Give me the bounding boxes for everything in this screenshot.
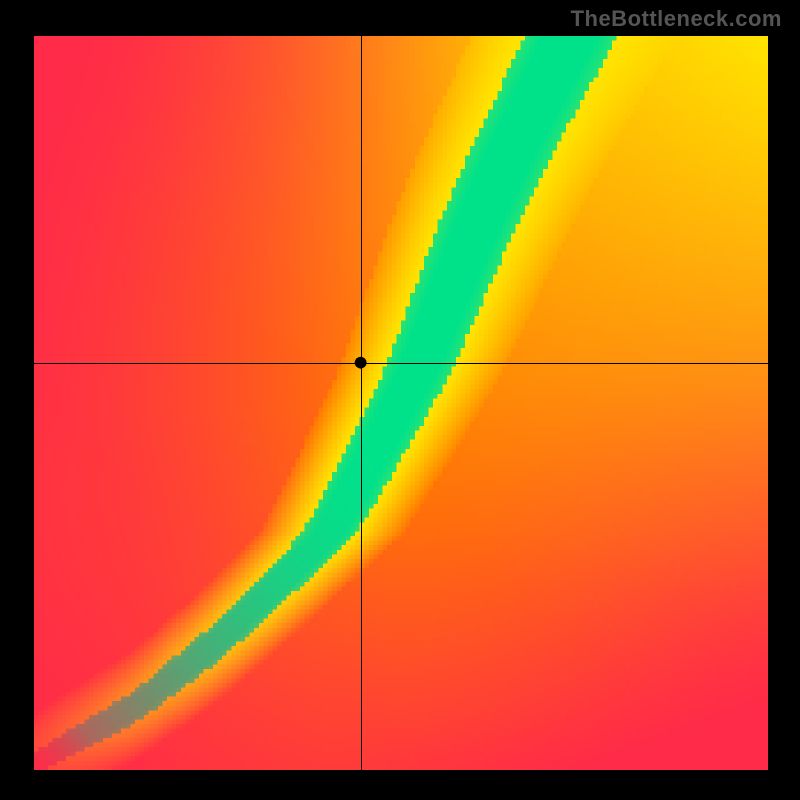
crosshair-overlay [34, 36, 768, 770]
bottleneck-heatmap [34, 36, 768, 770]
watermark-text: TheBottleneck.com [571, 6, 782, 32]
